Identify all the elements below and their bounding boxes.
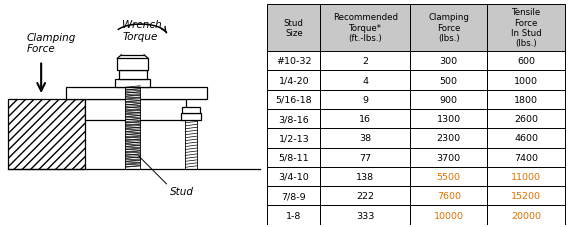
Bar — [320, 90, 410, 109]
Bar — [267, 109, 320, 129]
Polygon shape — [8, 100, 85, 169]
Bar — [488, 90, 565, 109]
Bar — [267, 129, 320, 148]
Polygon shape — [85, 100, 186, 120]
Bar — [488, 205, 565, 225]
Polygon shape — [186, 120, 197, 169]
Bar — [320, 71, 410, 90]
Text: 138: 138 — [356, 172, 374, 181]
Bar — [320, 5, 410, 52]
Polygon shape — [66, 87, 207, 100]
Bar — [267, 205, 320, 225]
Polygon shape — [115, 79, 150, 87]
Bar — [488, 167, 565, 186]
Text: 7600: 7600 — [437, 191, 461, 200]
Polygon shape — [125, 87, 140, 169]
Bar — [267, 90, 320, 109]
Text: 1-8: 1-8 — [286, 211, 301, 220]
Text: Recommended
Torque*
(ft.-lbs.): Recommended Torque* (ft.-lbs.) — [333, 13, 397, 43]
Text: 5500: 5500 — [437, 172, 461, 181]
Bar — [410, 5, 488, 52]
Polygon shape — [182, 107, 200, 114]
Text: 222: 222 — [356, 191, 374, 200]
Text: 1000: 1000 — [514, 76, 538, 85]
Bar — [488, 186, 565, 205]
Bar — [488, 109, 565, 129]
Bar — [488, 71, 565, 90]
Bar — [410, 71, 488, 90]
Text: Clamping
Force
(lbs.): Clamping Force (lbs.) — [428, 13, 469, 43]
Text: Clamping
Force: Clamping Force — [26, 32, 76, 54]
Text: Wrench
Torque: Wrench Torque — [122, 20, 162, 41]
Bar — [410, 205, 488, 225]
Text: Tensile
Force
In Stud
(lbs.): Tensile Force In Stud (lbs.) — [511, 8, 541, 48]
Text: 300: 300 — [440, 57, 458, 66]
Polygon shape — [119, 70, 147, 79]
Text: 16: 16 — [359, 115, 371, 123]
Bar — [410, 148, 488, 167]
Text: Stud
Size: Stud Size — [284, 19, 304, 38]
Bar — [267, 186, 320, 205]
Text: 600: 600 — [517, 57, 535, 66]
Bar — [320, 186, 410, 205]
Text: 38: 38 — [359, 134, 371, 143]
Text: 11000: 11000 — [511, 172, 541, 181]
Text: 333: 333 — [356, 211, 375, 220]
Bar — [267, 52, 320, 71]
Text: 5/8-11: 5/8-11 — [279, 153, 309, 162]
Bar — [488, 148, 565, 167]
Bar — [488, 52, 565, 71]
Bar — [320, 205, 410, 225]
Text: 2600: 2600 — [514, 115, 538, 123]
Bar — [267, 148, 320, 167]
Text: #10-32: #10-32 — [276, 57, 312, 66]
Bar — [267, 167, 320, 186]
Text: 1800: 1800 — [514, 95, 538, 104]
Text: 9: 9 — [362, 95, 368, 104]
Bar — [410, 129, 488, 148]
Bar — [410, 167, 488, 186]
Bar — [410, 90, 488, 109]
Text: 10000: 10000 — [434, 211, 464, 220]
Bar — [267, 5, 320, 52]
Bar — [410, 109, 488, 129]
Text: 4: 4 — [362, 76, 368, 85]
Bar — [488, 129, 565, 148]
Text: 15200: 15200 — [511, 191, 541, 200]
Text: 1300: 1300 — [437, 115, 461, 123]
Text: 7400: 7400 — [514, 153, 538, 162]
Bar — [320, 148, 410, 167]
Text: 3700: 3700 — [437, 153, 461, 162]
Bar — [320, 129, 410, 148]
Text: 3/4-10: 3/4-10 — [279, 172, 309, 181]
Text: 2300: 2300 — [437, 134, 461, 143]
Bar — [320, 167, 410, 186]
Text: 900: 900 — [440, 95, 458, 104]
Bar — [267, 71, 320, 90]
Text: Stud: Stud — [170, 186, 194, 196]
Text: 1/2-13: 1/2-13 — [279, 134, 309, 143]
Polygon shape — [118, 59, 148, 70]
Bar — [488, 5, 565, 52]
Text: 4600: 4600 — [514, 134, 538, 143]
Text: 2: 2 — [362, 57, 368, 66]
Text: 3/8-16: 3/8-16 — [279, 115, 309, 123]
Text: 1/4-20: 1/4-20 — [279, 76, 309, 85]
Text: 7/8-9: 7/8-9 — [282, 191, 306, 200]
Text: 5/16-18: 5/16-18 — [275, 95, 312, 104]
Polygon shape — [181, 114, 201, 120]
Text: 20000: 20000 — [511, 211, 541, 220]
Text: 77: 77 — [359, 153, 371, 162]
Bar — [320, 109, 410, 129]
Text: 500: 500 — [440, 76, 458, 85]
Bar — [410, 186, 488, 205]
Bar — [320, 52, 410, 71]
Bar — [410, 52, 488, 71]
